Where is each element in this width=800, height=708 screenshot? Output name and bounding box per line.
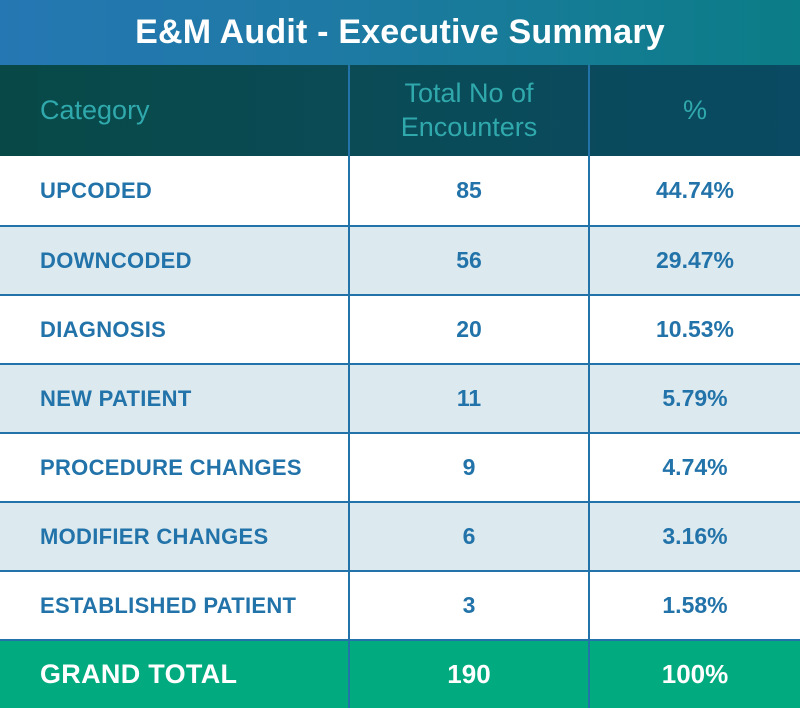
encounters-cell: 85 <box>348 156 588 225</box>
percent-cell: 1.58% <box>588 572 800 639</box>
grand-total-row: GRAND TOTAL 190 100% <box>0 639 800 708</box>
header-category: Category <box>40 94 150 125</box>
category-cell: ESTABLISHED PATIENT <box>40 592 297 618</box>
table-row: ESTABLISHED PATIENT 3 1.58% <box>0 570 800 639</box>
category-cell: DIAGNOSIS <box>40 316 167 342</box>
table-row: MODIFIER CHANGES 6 3.16% <box>0 501 800 570</box>
page-title: E&M Audit - Executive Summary <box>135 13 665 51</box>
category-cell: NEW PATIENT <box>40 385 192 411</box>
category-cell: PROCEDURE CHANGES <box>40 454 302 480</box>
title-bar: E&M Audit - Executive Summary <box>0 0 800 65</box>
percent-cell: 44.74% <box>588 156 800 225</box>
table-row: UPCODED 85 44.74% <box>0 156 800 225</box>
percent-cell: 10.53% <box>588 296 800 363</box>
grand-total-percent: 100% <box>588 641 800 708</box>
header-encounters: Total No of Encounters <box>348 65 588 156</box>
encounters-cell: 6 <box>348 503 588 570</box>
table-row: NEW PATIENT 11 5.79% <box>0 363 800 432</box>
encounters-cell: 20 <box>348 296 588 363</box>
encounters-cell: 11 <box>348 365 588 432</box>
percent-cell: 29.47% <box>588 227 800 294</box>
percent-cell: 3.16% <box>588 503 800 570</box>
header-percent: % <box>588 65 800 156</box>
percent-cell: 4.74% <box>588 434 800 501</box>
grand-total-encounters: 190 <box>348 641 588 708</box>
encounters-cell: 56 <box>348 227 588 294</box>
table-header-row: Category Total No of Encounters % <box>0 65 800 156</box>
table-row: PROCEDURE CHANGES 9 4.74% <box>0 432 800 501</box>
category-cell: UPCODED <box>40 177 153 203</box>
encounters-cell: 3 <box>348 572 588 639</box>
percent-cell: 5.79% <box>588 365 800 432</box>
category-cell: DOWNCODED <box>40 247 192 273</box>
table-row: DIAGNOSIS 20 10.53% <box>0 294 800 363</box>
encounters-cell: 9 <box>348 434 588 501</box>
category-cell: MODIFIER CHANGES <box>40 523 269 549</box>
grand-total-label: GRAND TOTAL <box>40 659 238 689</box>
table-row: DOWNCODED 56 29.47% <box>0 225 800 294</box>
